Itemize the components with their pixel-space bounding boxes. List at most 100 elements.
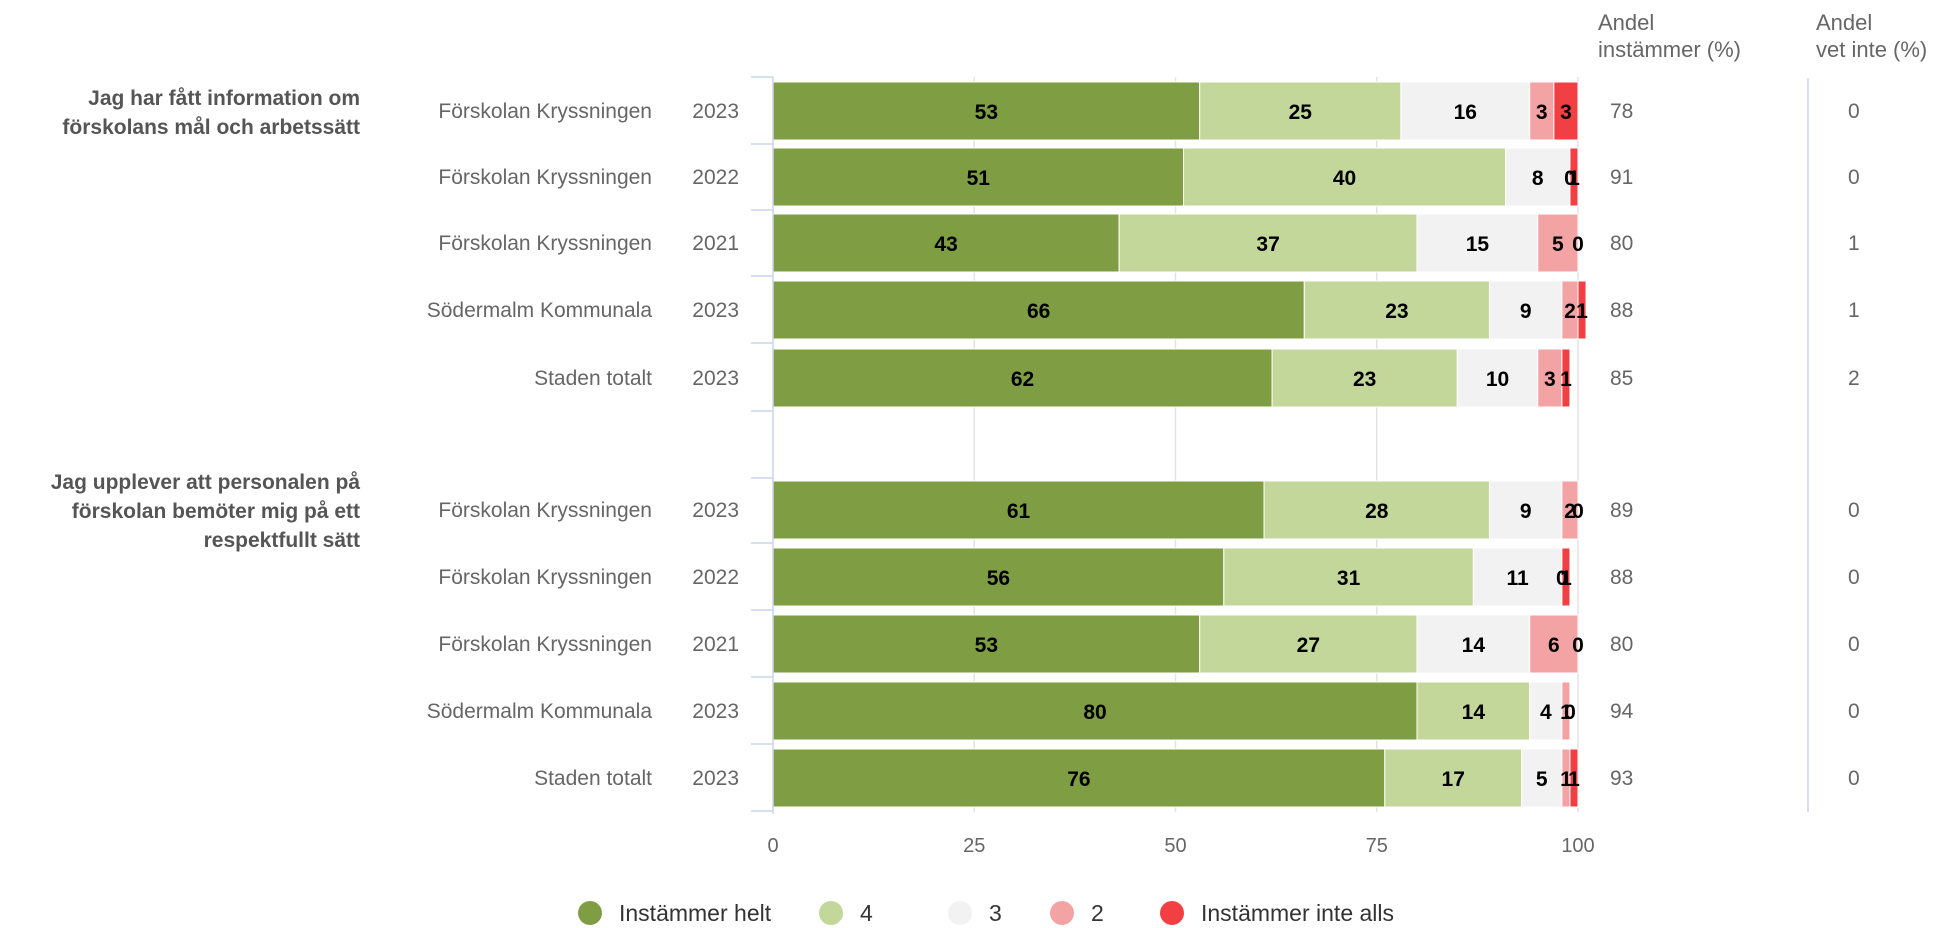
data-label: 2 (1564, 500, 1576, 523)
data-label: 53 (975, 101, 998, 124)
data-label: 6 (1548, 634, 1560, 657)
row-year-label: 2023 (692, 299, 739, 322)
bar-segment (1488, 480, 1563, 540)
row-unit-label: Förskolan Kryssningen (438, 166, 652, 189)
row-unit-label: Södermalm Kommunala (427, 299, 653, 322)
bar-segment (772, 280, 1305, 340)
data-label: 56 (987, 567, 1010, 590)
bar-segment (1577, 280, 1587, 340)
row-unit-label: Förskolan Kryssningen (438, 566, 652, 589)
row-unit-label: Förskolan Kryssningen (438, 499, 652, 522)
bar-segment (1521, 748, 1563, 808)
row-year-label: 2022 (692, 166, 739, 189)
row-year-label: 2023 (692, 499, 739, 522)
data-label: 4 (1540, 701, 1552, 724)
row-unit-label: Förskolan Kryssningen (438, 100, 652, 123)
question-label: respektfullt sätt (204, 529, 360, 552)
bar-segment (772, 480, 1265, 540)
legend-marker (578, 901, 602, 925)
x-tick-label: 50 (1164, 835, 1186, 857)
row-year-label: 2023 (692, 367, 739, 390)
data-label: 61 (1007, 500, 1031, 523)
bar-segment (1529, 614, 1579, 674)
bar-segment (1416, 213, 1539, 273)
andel-instammer-value: 80 (1610, 232, 1633, 255)
data-label: 3 (1536, 101, 1548, 124)
data-label: 40 (1333, 167, 1356, 190)
data-label: 17 (1442, 768, 1465, 791)
andel-vet-inte-value: 0 (1848, 633, 1860, 656)
row-unit-label: Södermalm Kommunala (427, 700, 653, 723)
andel-instammer-value: 91 (1610, 166, 1633, 189)
data-label: 9 (1520, 300, 1532, 323)
data-label: 27 (1297, 634, 1320, 657)
row-unit-label: Förskolan Kryssningen (438, 633, 652, 656)
data-label: 66 (1027, 300, 1050, 323)
header-andel-vet-inte: vet inte (%) (1816, 37, 1927, 62)
x-tick-label: 25 (963, 835, 985, 857)
andel-vet-inte-value: 1 (1848, 299, 1860, 322)
andel-instammer-value: 85 (1610, 367, 1633, 390)
row-year-label: 2023 (692, 767, 739, 790)
data-label: 0 (1572, 634, 1584, 657)
bar-segment (1456, 348, 1539, 408)
bar-segment (1199, 81, 1402, 141)
data-label: 1 (1560, 701, 1572, 724)
data-label: 2 (1564, 300, 1576, 323)
data-label: 10 (1486, 368, 1509, 391)
bar-segment (1561, 681, 1571, 741)
bar-segment (1529, 681, 1563, 741)
legend-label[interactable]: 2 (1091, 900, 1104, 926)
data-label: 25 (1289, 101, 1313, 124)
row-labels: Jag har fått information om förskolans må… (51, 87, 1860, 790)
legend-marker (1050, 901, 1074, 925)
andel-vet-inte-value: 1 (1848, 232, 1860, 255)
data-label: 0 (1564, 701, 1576, 724)
legend-label[interactable]: Instämmer helt (619, 900, 772, 926)
bar-segment (1303, 280, 1490, 340)
bar-segment (1118, 213, 1418, 273)
data-label: 15 (1466, 233, 1490, 256)
data-label: 43 (934, 233, 957, 256)
andel-instammer-value: 78 (1610, 100, 1633, 123)
bar-segment (1561, 480, 1579, 540)
header-andel-vet-inte: Andel (1816, 10, 1872, 35)
bar-segment (1553, 81, 1579, 141)
row-unit-label: Staden totalt (534, 767, 652, 790)
legend-label[interactable]: 3 (989, 900, 1002, 926)
andel-vet-inte-value: 0 (1848, 566, 1860, 589)
legend: Instämmer helt 4 3 2 Instämmer inte alls (578, 900, 1394, 926)
andel-vet-inte-value: 0 (1848, 767, 1860, 790)
data-label: 1 (1560, 567, 1572, 590)
legend-label[interactable]: 4 (860, 900, 873, 926)
header-andel-instammer: Andel (1598, 10, 1654, 35)
data-label: 1 (1560, 768, 1572, 791)
data-label: 23 (1385, 300, 1408, 323)
data-label: 80 (1083, 701, 1106, 724)
question-label: förskolan bemöter mig på ett (72, 500, 360, 523)
legend-marker (819, 901, 843, 925)
row-year-label: 2021 (692, 232, 739, 255)
bar-segment (1569, 147, 1579, 207)
andel-instammer-value: 88 (1610, 566, 1633, 589)
row-year-label: 2022 (692, 566, 739, 589)
bar-segment (772, 213, 1120, 273)
legend-label[interactable]: Instämmer inte alls (1201, 900, 1394, 926)
data-label: 62 (1011, 368, 1034, 391)
bar-segment (1263, 480, 1490, 540)
x-axis: 0 25 50 75 100 (751, 76, 1809, 857)
data-label: 5 (1536, 768, 1548, 791)
data-label: 1 (1568, 768, 1580, 791)
x-tick-label: 100 (1561, 835, 1594, 857)
data-label: 14 (1462, 701, 1486, 724)
data-label: 0 (1564, 167, 1576, 190)
x-tick-label: 75 (1366, 835, 1388, 857)
data-label: 16 (1454, 101, 1477, 124)
andel-vet-inte-value: 0 (1848, 100, 1860, 123)
andel-instammer-value: 89 (1610, 499, 1633, 522)
row-unit-label: Förskolan Kryssningen (438, 232, 652, 255)
data-label: 37 (1256, 233, 1279, 256)
row-unit-label: Staden totalt (534, 367, 652, 390)
andel-vet-inte-value: 0 (1848, 700, 1860, 723)
